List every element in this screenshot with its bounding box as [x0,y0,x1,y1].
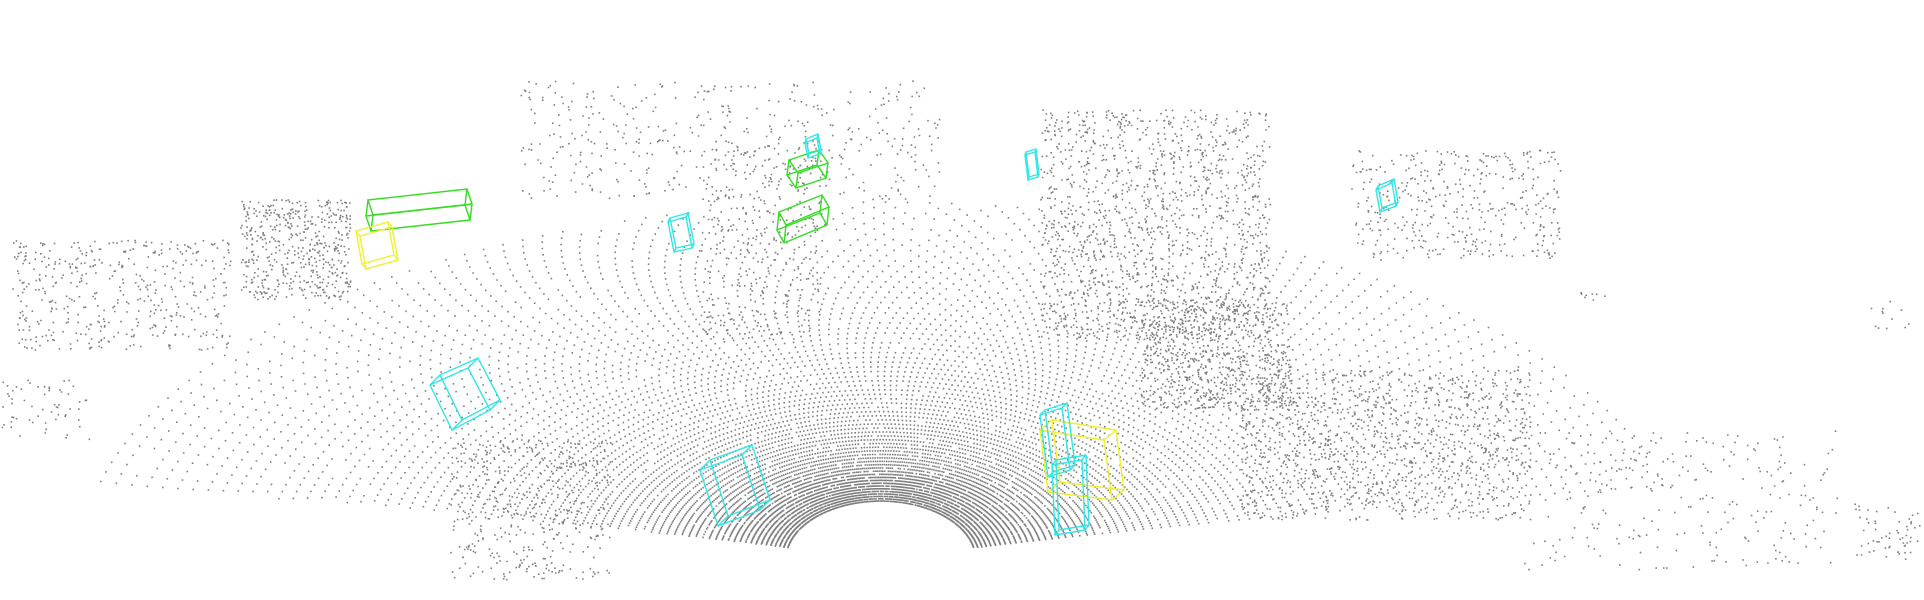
building-cluster [12,239,232,351]
sparse-points [1,379,91,441]
pedestrian-bounding-box [429,357,501,431]
sparse-points [1524,430,1839,571]
bounding-boxes [355,133,1399,536]
vegetation-cluster [1040,109,1272,341]
car-bounding-box [365,188,473,232]
pedestrian-bounding-box [699,444,771,527]
scan-rings [100,201,1664,549]
wall-cluster [700,140,822,340]
sparse-points [1854,503,1921,560]
sparse-points [1870,300,1910,330]
vegetation-cluster [1240,369,1532,521]
vegetation-cluster [1140,299,1292,411]
point-cloud [1,80,1921,581]
cyclist-bounding-box [355,221,399,270]
vegetation-cluster [1351,149,1562,261]
pedestrian-bounding-box [667,212,695,253]
pedestrian-bounding-box [1375,178,1399,213]
far-points [520,80,941,201]
car-bounding-box [776,194,831,244]
curb-cluster [450,439,612,581]
pedestrian-bounding-box [1051,454,1090,536]
pedestrian-bounding-box [1039,402,1076,478]
pedestrian-bounding-box [1024,148,1040,181]
sparse-points [1580,292,1606,301]
pedestrian-bounding-box [804,133,822,159]
building-cluster [240,199,352,301]
